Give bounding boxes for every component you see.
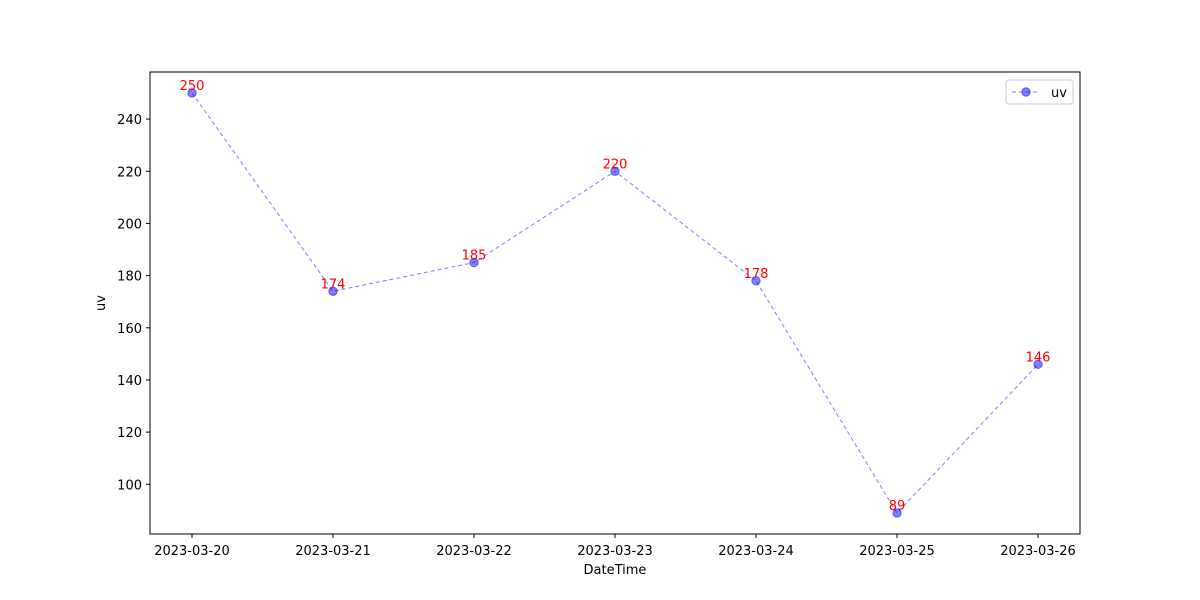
x-tick-label: 2023-03-20 <box>154 544 230 559</box>
y-tick-label: 180 <box>117 270 142 285</box>
plot-area <box>150 72 1080 534</box>
legend-box <box>1005 79 1074 105</box>
y-tick-label: 160 <box>117 322 142 337</box>
x-tick-label: 2023-03-26 <box>1000 544 1076 559</box>
data-point <box>892 508 902 518</box>
legend-entry-uv: uv <box>1051 86 1067 101</box>
data-point <box>469 257 479 268</box>
x-axis: 2023-03-20 2023-03-21 2023-03-22 2023-03-23… <box>154 534 1076 559</box>
data-label: 89 <box>889 499 906 514</box>
data-label: 178 <box>744 267 769 282</box>
y-tick-label: 200 <box>117 217 142 232</box>
y-tick-label: 100 <box>117 478 142 493</box>
data-point <box>751 276 761 286</box>
series-layer <box>187 88 1043 518</box>
y-tick-label: 220 <box>117 165 142 180</box>
data-label: 185 <box>462 249 487 264</box>
data-label: 174 <box>321 277 346 292</box>
y-tick-label: 140 <box>117 374 142 389</box>
y-axis-label: uv <box>94 295 109 311</box>
legend-marker-sample <box>1021 87 1031 97</box>
x-axis-label: DateTime <box>584 563 647 578</box>
data-labels: 250 174 185 220 178 89 146 <box>180 79 1051 514</box>
y-tick-label: 120 <box>117 426 142 441</box>
y-axis: 100 120 140 160 180 200 220 240 <box>117 113 150 493</box>
x-tick-label: 2023-03-23 <box>577 544 653 559</box>
data-label: 220 <box>603 157 628 172</box>
x-tick-label: 2023-03-21 <box>295 544 371 559</box>
x-tick-label: 2023-03-24 <box>718 544 794 559</box>
x-tick-label: 2023-03-22 <box>436 544 512 559</box>
data-point <box>610 166 620 176</box>
data-label: 146 <box>1026 350 1051 365</box>
data-point <box>328 286 338 296</box>
data-point <box>187 88 197 98</box>
legend: uv <box>1005 79 1074 105</box>
y-tick-label: 240 <box>117 113 142 128</box>
x-tick-label: 2023-03-25 <box>859 544 935 559</box>
data-point <box>1033 359 1043 370</box>
data-label: 250 <box>180 79 205 94</box>
